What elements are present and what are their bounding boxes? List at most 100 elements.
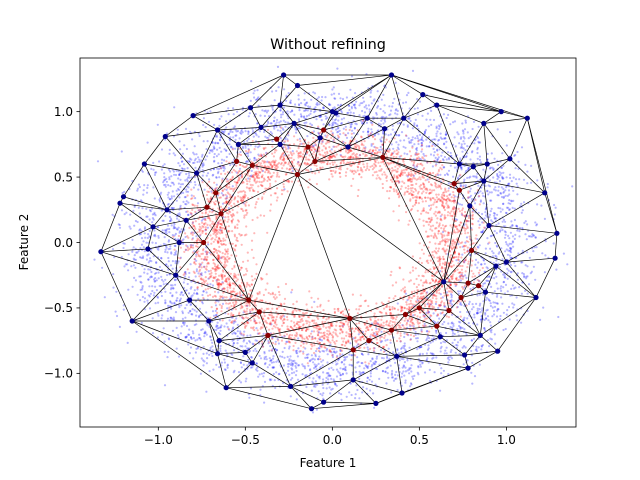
data-point <box>172 287 175 290</box>
data-point <box>420 138 423 142</box>
data-point <box>255 362 258 365</box>
data-point <box>306 362 309 365</box>
data-point <box>267 136 270 139</box>
data-point <box>310 389 313 392</box>
data-point <box>484 311 487 315</box>
data-point <box>194 319 198 322</box>
data-point <box>342 313 345 316</box>
data-point <box>428 145 431 148</box>
data-point <box>421 144 424 147</box>
data-point <box>402 123 405 126</box>
data-point <box>224 216 227 219</box>
data-point <box>423 132 426 135</box>
data-point <box>486 152 489 155</box>
data-point <box>304 104 307 107</box>
data-point <box>459 159 462 162</box>
data-point <box>473 316 476 319</box>
data-point <box>460 167 463 170</box>
data-point <box>404 348 407 351</box>
data-point <box>172 225 176 228</box>
data-point <box>169 288 173 291</box>
data-point <box>386 366 390 369</box>
data-point <box>526 223 529 226</box>
data-point <box>282 146 285 149</box>
data-point <box>329 103 332 106</box>
data-point <box>499 229 502 232</box>
data-point <box>238 379 241 382</box>
data-point <box>181 312 184 315</box>
data-point <box>541 252 544 255</box>
data-point <box>469 187 472 190</box>
data-point <box>168 148 171 151</box>
data-point <box>189 232 193 235</box>
data-point <box>420 212 423 215</box>
data-point <box>438 363 441 366</box>
data-point <box>291 150 294 153</box>
data-point <box>173 173 176 176</box>
data-point <box>154 302 157 305</box>
data-point <box>279 302 282 305</box>
data-point <box>331 124 334 127</box>
data-point <box>407 137 410 140</box>
data-point <box>258 130 262 133</box>
data-point <box>375 113 378 116</box>
data-point <box>460 303 463 306</box>
data-point <box>516 193 519 196</box>
data-point <box>489 166 492 169</box>
data-point <box>445 331 448 335</box>
data-point <box>408 107 411 110</box>
data-point <box>497 252 500 255</box>
data-point <box>272 366 275 369</box>
data-point <box>397 151 400 154</box>
data-point <box>465 333 468 336</box>
data-point <box>133 276 136 279</box>
data-point <box>259 357 263 360</box>
data-point <box>204 126 207 129</box>
data-point <box>398 180 401 183</box>
data-point <box>423 154 426 157</box>
data-point <box>493 272 496 275</box>
data-point <box>373 347 376 350</box>
data-point <box>515 256 518 259</box>
data-point <box>243 140 246 144</box>
data-point <box>493 313 496 316</box>
data-point <box>344 141 347 145</box>
data-point <box>282 364 286 367</box>
data-point <box>293 143 296 146</box>
data-point <box>473 375 477 378</box>
data-point <box>186 282 189 286</box>
data-point <box>365 107 368 110</box>
data-point <box>463 328 466 331</box>
data-point <box>215 176 218 179</box>
data-point <box>466 249 469 252</box>
data-point <box>288 359 291 362</box>
data-point <box>429 118 432 121</box>
data-point <box>392 152 395 155</box>
data-point <box>171 284 174 287</box>
data-point <box>215 313 218 317</box>
data-point <box>202 364 205 367</box>
data-point <box>328 103 331 106</box>
data-point <box>315 350 318 353</box>
data-point <box>193 153 196 156</box>
data-point <box>278 125 282 128</box>
data-point <box>319 338 322 341</box>
data-point <box>487 242 490 245</box>
data-point <box>463 142 466 145</box>
data-point <box>489 210 492 213</box>
data-point <box>464 162 467 165</box>
data-point <box>367 353 370 356</box>
data-point <box>536 203 539 206</box>
data-point <box>494 186 497 189</box>
data-point <box>139 199 143 202</box>
data-point <box>380 330 383 333</box>
data-point <box>531 233 534 236</box>
data-point <box>318 355 321 358</box>
data-point <box>305 342 308 345</box>
data-point <box>426 296 429 299</box>
data-point <box>484 298 487 302</box>
data-point <box>469 287 472 291</box>
data-point <box>193 289 196 292</box>
data-point <box>201 221 204 224</box>
data-point <box>467 214 470 218</box>
